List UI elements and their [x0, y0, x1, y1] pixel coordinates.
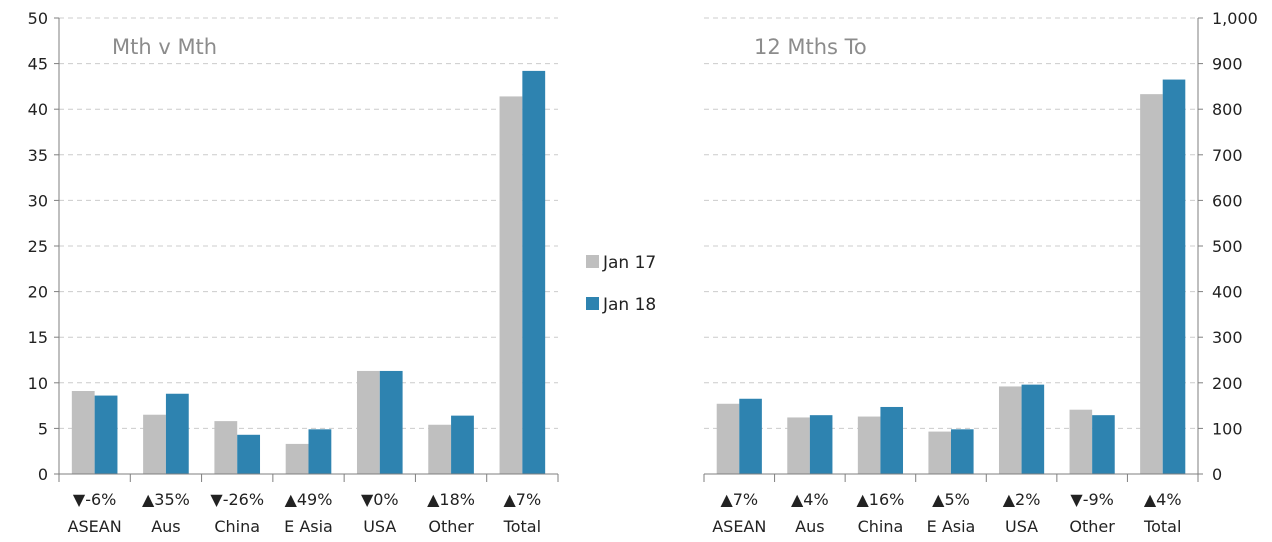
- right-y-tick-label: 700: [1212, 146, 1243, 165]
- right-gridlines: [704, 17, 1198, 429]
- left-bar-aus-jan-18: [165, 393, 189, 474]
- right-axis: 0 100 200 300 400 500 600 700 800 900 1,000 ▲7% ASEA…: [703, 9, 1258, 536]
- right-y-tick-label: 1,000: [1212, 9, 1258, 28]
- left-y-tick-label: 50: [28, 9, 48, 28]
- right-bar-usa-jan-17: [998, 386, 1022, 474]
- right-y-tick-label: 800: [1212, 100, 1243, 119]
- right-bar-e-asia-jan-17: [928, 431, 951, 474]
- left-y-tick-label: 25: [28, 237, 48, 256]
- left-category-label: E Asia: [284, 517, 333, 536]
- right-bar-usa-jan-18: [1021, 384, 1045, 474]
- right-y-tick-label: 400: [1212, 283, 1243, 302]
- left-category-label: Other: [428, 517, 474, 536]
- legend-item-jan17: Jan 17: [586, 253, 656, 273]
- left-category-label: Aus: [151, 517, 180, 536]
- right-y-tick-label: 900: [1212, 55, 1243, 74]
- right-category-label: Total: [1143, 517, 1181, 536]
- right-y-tick-label: 500: [1212, 237, 1243, 256]
- right-category-label: Aus: [795, 517, 824, 536]
- left-bar-usa-jan-17: [356, 370, 380, 474]
- left-y-tick-label: 30: [28, 191, 48, 210]
- right-y-tick-label: 0: [1212, 465, 1222, 484]
- left-y-tick-label: 0: [38, 465, 48, 484]
- right-bar-total-jan-18: [1162, 79, 1186, 474]
- right-category-label: Other: [1069, 517, 1115, 536]
- legend-label-jan17: Jan 17: [602, 253, 656, 273]
- right-change-label: ▲5%: [932, 490, 970, 509]
- left-y-tick-label: 10: [28, 374, 48, 393]
- left-gridlines: [59, 17, 558, 429]
- right-change-label: ▲16%: [856, 490, 904, 509]
- right-y-tick-label: 100: [1212, 419, 1243, 438]
- left-axis: 0 5 10 15 20 25 30 35 40 45 50 ▼-6% ASEAN ▲35% Aus ▼-26…: [28, 9, 559, 536]
- left-y-tick-label: 15: [28, 328, 48, 347]
- left-change-label: ▼-26%: [210, 490, 264, 509]
- left-change-label: ▲35%: [142, 490, 190, 509]
- left-bar-asean-jan-17: [71, 391, 95, 474]
- right-bar-aus-jan-17: [787, 417, 810, 474]
- left-bar-e-asia-jan-17: [285, 443, 309, 474]
- right-panel: 0 100 200 300 400 500 600 700 800 900 1,000 ▲7% ASEA…: [703, 9, 1258, 536]
- left-change-label: ▼0%: [361, 490, 399, 509]
- legend-item-jan18: Jan 18: [586, 295, 656, 315]
- left-y-tick-label: 35: [28, 146, 48, 165]
- left-bars: [71, 70, 546, 475]
- right-change-label: ▲4%: [1144, 490, 1182, 509]
- right-bar-e-asia-jan-18: [951, 429, 974, 474]
- right-bar-other-jan-17: [1069, 409, 1093, 474]
- right-bar-china-jan-17: [857, 416, 881, 474]
- left-bar-asean-jan-18: [94, 395, 118, 474]
- right-category-label: USA: [1005, 517, 1038, 536]
- left-bar-total-jan-18: [522, 70, 546, 475]
- right-bar-asean-jan-18: [739, 398, 762, 474]
- right-y-tick-label: 600: [1212, 191, 1243, 210]
- left-bar-china-jan-18: [237, 434, 261, 474]
- left-bar-aus-jan-17: [143, 414, 166, 474]
- left-bar-other-jan-18: [451, 415, 474, 474]
- left-change-label: ▲49%: [285, 490, 333, 509]
- left-change-label: ▲7%: [504, 490, 542, 509]
- left-y-tick-label: 5: [38, 419, 48, 438]
- right-category-label: China: [858, 517, 904, 536]
- right-bar-asean-jan-17: [716, 403, 740, 474]
- right-bar-total-jan-17: [1140, 94, 1163, 474]
- right-bars: [716, 79, 1186, 474]
- left-category-label: USA: [363, 517, 396, 536]
- right-change-label: ▲7%: [720, 490, 758, 509]
- right-category-label: ASEAN: [712, 517, 766, 536]
- right-bar-aus-jan-18: [809, 415, 833, 474]
- left-change-label: ▼-6%: [73, 490, 116, 509]
- right-y-tick-label: 300: [1212, 328, 1243, 347]
- left-bar-e-asia-jan-18: [308, 429, 332, 474]
- right-change-label: ▲4%: [791, 490, 829, 509]
- left-bar-usa-jan-18: [379, 370, 403, 474]
- right-change-label: ▲2%: [1003, 490, 1041, 509]
- left-change-label: ▲18%: [427, 490, 475, 509]
- right-change-label: ▼-9%: [1070, 490, 1113, 509]
- left-category-label: Total: [503, 517, 541, 536]
- legend-label-jan18: Jan 18: [602, 295, 656, 315]
- legend-swatch-jan18: [586, 297, 599, 310]
- left-panel-title: Mth v Mth: [112, 35, 217, 59]
- legend: Jan 17 Jan 18: [586, 253, 656, 315]
- left-y-tick-label: 45: [28, 55, 48, 74]
- right-category-label: E Asia: [927, 517, 976, 536]
- left-panel: 0 5 10 15 20 25 30 35 40 45 50 ▼-6% ASEAN ▲35% Aus ▼-26…: [28, 9, 559, 536]
- right-bar-china-jan-18: [880, 406, 904, 474]
- left-y-tick-label: 20: [28, 283, 48, 302]
- left-bar-total-jan-17: [499, 96, 523, 474]
- left-y-tick-label: 40: [28, 100, 48, 119]
- left-bar-other-jan-17: [428, 424, 452, 474]
- right-y-tick-label: 200: [1212, 374, 1243, 393]
- left-category-label: China: [214, 517, 260, 536]
- legend-swatch-jan17: [586, 255, 599, 268]
- left-category-label: ASEAN: [68, 517, 122, 536]
- right-bar-other-jan-18: [1092, 415, 1115, 474]
- left-bar-china-jan-17: [214, 421, 238, 474]
- right-panel-title: 12 Mths To: [754, 35, 867, 59]
